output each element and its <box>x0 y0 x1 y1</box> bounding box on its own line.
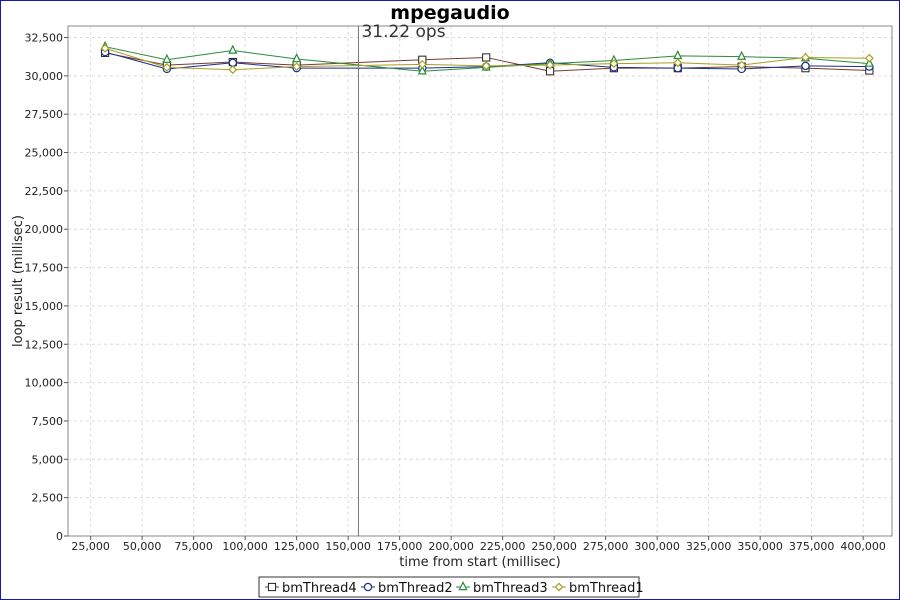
marker-label: 31.22 ops <box>361 22 445 42</box>
data-point-bmThread2 <box>801 61 810 71</box>
legend-marker <box>554 582 564 592</box>
y-tick-label: 7,500 <box>32 415 64 428</box>
legend-item-bmThread3: bmThread3 <box>456 581 548 596</box>
x-axis-title: time from start (millisec) <box>399 555 560 570</box>
chart-title: mpegaudio <box>390 2 509 24</box>
data-point-bmThread1 <box>481 61 491 71</box>
data-point-bmThread3 <box>673 49 683 60</box>
x-tick-label: 100,000 <box>222 540 268 553</box>
data-point-bmThread1 <box>673 58 683 68</box>
legend-marker <box>458 581 468 591</box>
data-point-bmThread1 <box>292 62 302 72</box>
legend-label: bmThread3 <box>473 581 548 596</box>
data-point-bmThread4 <box>482 53 491 62</box>
data-point-bmThread1 <box>545 60 555 70</box>
data-point-bmThread3 <box>417 65 427 75</box>
data-point-bmThread3 <box>228 44 238 54</box>
y-axis-title: loop result (millisec) <box>11 215 26 347</box>
x-tick-label: 25,000 <box>71 540 110 553</box>
series-line-bmThread1 <box>104 47 870 71</box>
grid-layer <box>68 26 892 536</box>
y-tick-label: 15,000 <box>25 300 64 313</box>
series-bmThread1 <box>100 43 874 75</box>
x-tick-label: 150,000 <box>325 540 371 553</box>
x-tick-label: 175,000 <box>377 540 423 553</box>
legend: bmThread4 bmThread2 bmThread3 bmThread1 <box>258 576 644 598</box>
legend-label: bmThread2 <box>378 581 453 596</box>
y-tick-label: 25,000 <box>25 147 64 160</box>
y-tick-label: 2,500 <box>32 492 64 505</box>
x-tick-label: 350,000 <box>737 540 783 553</box>
x-tick-label: 50,000 <box>123 540 162 553</box>
data-point-bmThread1 <box>162 62 172 72</box>
series-line-bmThread2 <box>104 51 870 70</box>
x-tick-label: 225,000 <box>480 540 526 553</box>
legend-box <box>258 576 640 598</box>
x-tick-label: 325,000 <box>686 540 732 553</box>
legend-label: bmThread1 <box>569 581 644 596</box>
x-tick-label: 375,000 <box>789 540 835 553</box>
data-point-bmThread1 <box>228 65 238 75</box>
x-tick-label: 275,000 <box>583 540 629 553</box>
x-tick-label: 250,000 <box>531 540 577 553</box>
y-tick-label: 30,000 <box>25 70 64 83</box>
y-tick-label: 0 <box>56 530 63 543</box>
y-tick-label: 12,500 <box>25 338 64 351</box>
data-point-bmThread1 <box>609 59 619 69</box>
series-layer <box>100 40 874 76</box>
y-tick-label: 5,000 <box>32 453 64 466</box>
x-tick-label: 400,000 <box>840 540 886 553</box>
data-point-bmThread3 <box>737 50 747 60</box>
data-point-bmThread1 <box>417 59 427 69</box>
x-axis: 25,000 50,000 75,000 100,000 125,000 150,000 1… <box>71 536 886 553</box>
legend-item-bmThread2: bmThread2 <box>361 581 453 596</box>
legend-marker <box>363 582 373 592</box>
x-tick-label: 300,000 <box>634 540 680 553</box>
data-point-bmThread3 <box>292 53 302 63</box>
y-tick-label: 22,500 <box>25 185 64 198</box>
data-point-bmThread3 <box>162 53 172 63</box>
y-tick-label: 27,500 <box>25 108 64 121</box>
legend-label: bmThread4 <box>282 581 357 596</box>
data-point-bmThread1 <box>801 52 810 62</box>
legend-item-bmThread1: bmThread1 <box>552 581 644 596</box>
data-point-bmThread1 <box>864 53 874 63</box>
legend-item-bmThread4: bmThread4 <box>265 581 357 596</box>
y-tick-label: 10,000 <box>25 377 64 390</box>
y-tick-label: 32,500 <box>25 32 64 45</box>
data-point-bmThread1 <box>737 60 747 70</box>
x-tick-label: 200,000 <box>428 540 474 553</box>
x-tick-label: 75,000 <box>174 540 213 553</box>
y-tick-label: 20,000 <box>25 223 64 236</box>
x-tick-label: 125,000 <box>274 540 320 553</box>
y-axis: 0 2,500 5,000 7,500 10,000 12,500 15,000 17,500… <box>25 32 68 543</box>
y-tick-label: 17,500 <box>25 262 64 275</box>
legend-marker <box>267 582 277 592</box>
plot-area <box>67 25 893 537</box>
data-point-bmThread1 <box>100 43 110 53</box>
